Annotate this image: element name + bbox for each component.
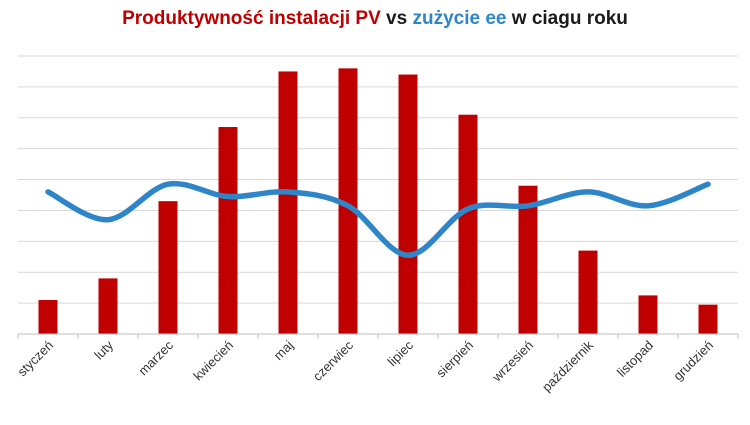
- x-tick-label: wrzesień: [489, 338, 537, 386]
- chart-title: Produktywność instalacji PV vs zużycie e…: [0, 8, 750, 30]
- gridlines: [18, 55, 738, 304]
- production-bar: [218, 127, 238, 335]
- consumption-line: [45, 180, 711, 258]
- production-bar: [98, 278, 118, 334]
- chart-title-production: Produktywność instalacji PV: [122, 8, 381, 29]
- x-tick-label: kwiecień: [190, 338, 236, 384]
- production-bar: [638, 295, 658, 334]
- production-bar: [338, 68, 358, 334]
- x-tick-label: grudzień: [670, 338, 716, 384]
- chart-title-consumption: zużycie ee: [412, 8, 507, 29]
- x-tick-label: sierpień: [433, 338, 476, 381]
- production-bar: [698, 304, 718, 334]
- x-tick-label: listopad: [614, 338, 656, 380]
- chart-title-rest: w ciagu roku: [506, 8, 628, 29]
- production-bar: [398, 74, 418, 335]
- chart-title-vs: vs: [380, 8, 413, 29]
- production-bar: [578, 250, 598, 334]
- production-bar: [458, 114, 478, 334]
- x-tick-labels: styczeń luty marzec kwiecień maj czerwiec lipi…: [14, 337, 716, 394]
- x-axis: [17, 333, 739, 339]
- production-bar: [278, 71, 298, 334]
- x-tick-label: czerwiec: [310, 337, 357, 384]
- x-tick-label: luty: [91, 337, 116, 362]
- production-bar: [38, 300, 58, 334]
- x-tick-label: styczeń: [14, 338, 56, 380]
- production-bars: [38, 68, 718, 335]
- production-bar: [158, 201, 178, 334]
- production-bar: [518, 185, 538, 334]
- x-tick-label: październik: [539, 337, 596, 394]
- consumption-series-line: [45, 180, 711, 258]
- x-tick-label: marzec: [135, 337, 176, 378]
- x-tick-label: maj: [271, 337, 296, 362]
- x-tick-label: lipiec: [385, 337, 417, 369]
